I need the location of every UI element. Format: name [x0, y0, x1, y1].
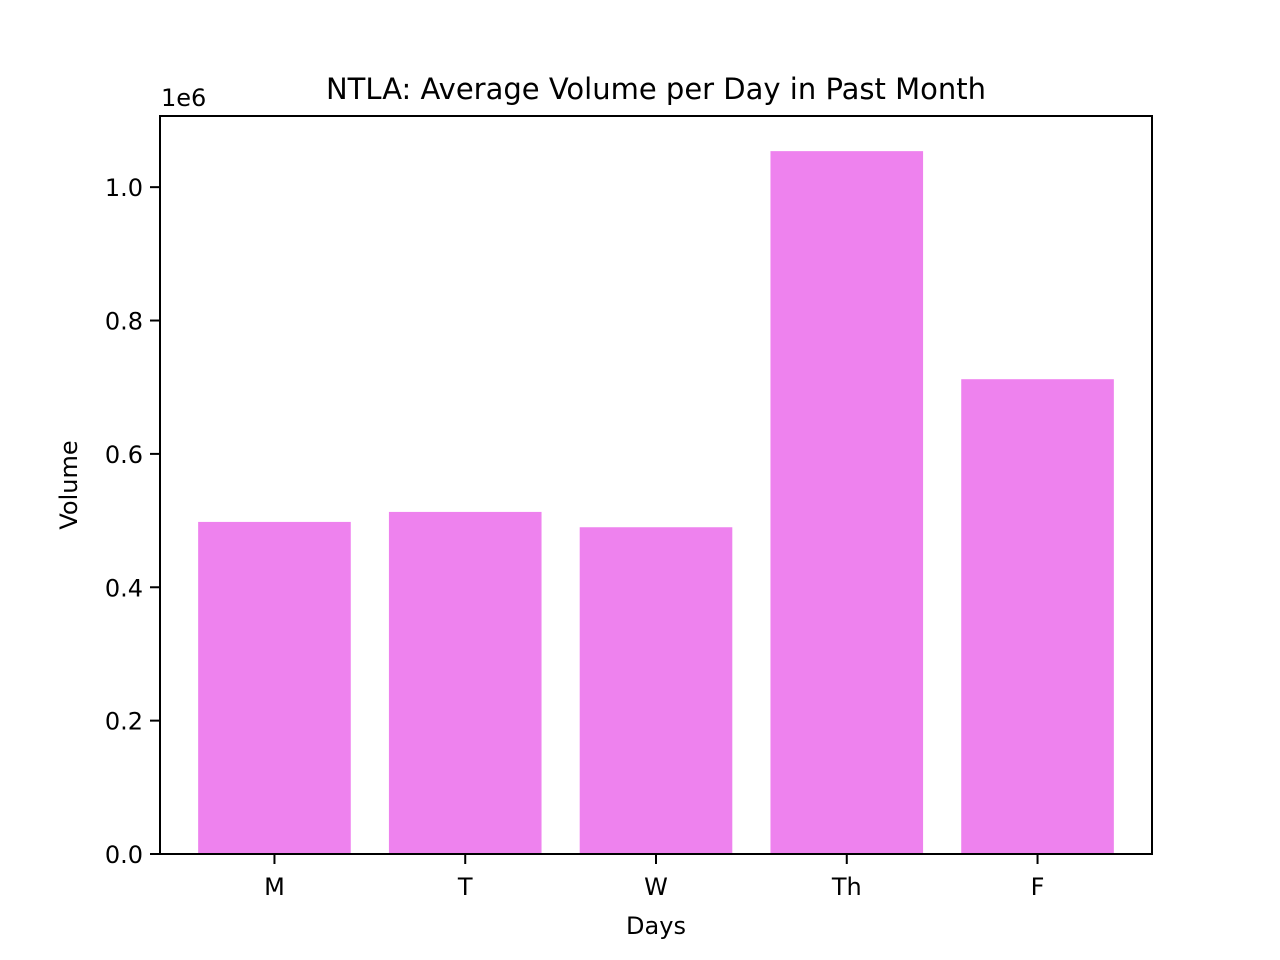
- bar-Th: [770, 151, 924, 854]
- x-tick-label: Th: [831, 873, 862, 901]
- bar-F: [961, 379, 1114, 854]
- y-axis-offset-label: 1e6: [161, 84, 206, 112]
- x-tick-label: T: [457, 873, 473, 901]
- bars-group: [198, 151, 1114, 854]
- y-tick-label: 0.2: [105, 708, 143, 736]
- y-tick-label: 0.0: [105, 841, 143, 869]
- x-axis: M T W Th F: [264, 854, 1044, 901]
- bar-T: [388, 511, 542, 854]
- x-tick-label: M: [264, 873, 285, 901]
- chart-title: NTLA: Average Volume per Day in Past Mon…: [326, 72, 986, 106]
- y-axis-label: Volume: [55, 440, 83, 529]
- x-axis-label: Days: [626, 912, 686, 940]
- x-tick-label: F: [1031, 873, 1045, 901]
- y-tick-label: 0.8: [105, 308, 143, 336]
- y-axis: 0.0 0.2 0.4 0.6 0.8 1.0: [105, 174, 160, 869]
- bar-W: [579, 527, 733, 854]
- bar-M: [198, 521, 351, 854]
- y-tick-label: 1.0: [105, 174, 143, 202]
- y-tick-label: 0.6: [105, 441, 143, 469]
- y-tick-label: 0.4: [105, 574, 143, 602]
- x-tick-label: W: [644, 873, 668, 901]
